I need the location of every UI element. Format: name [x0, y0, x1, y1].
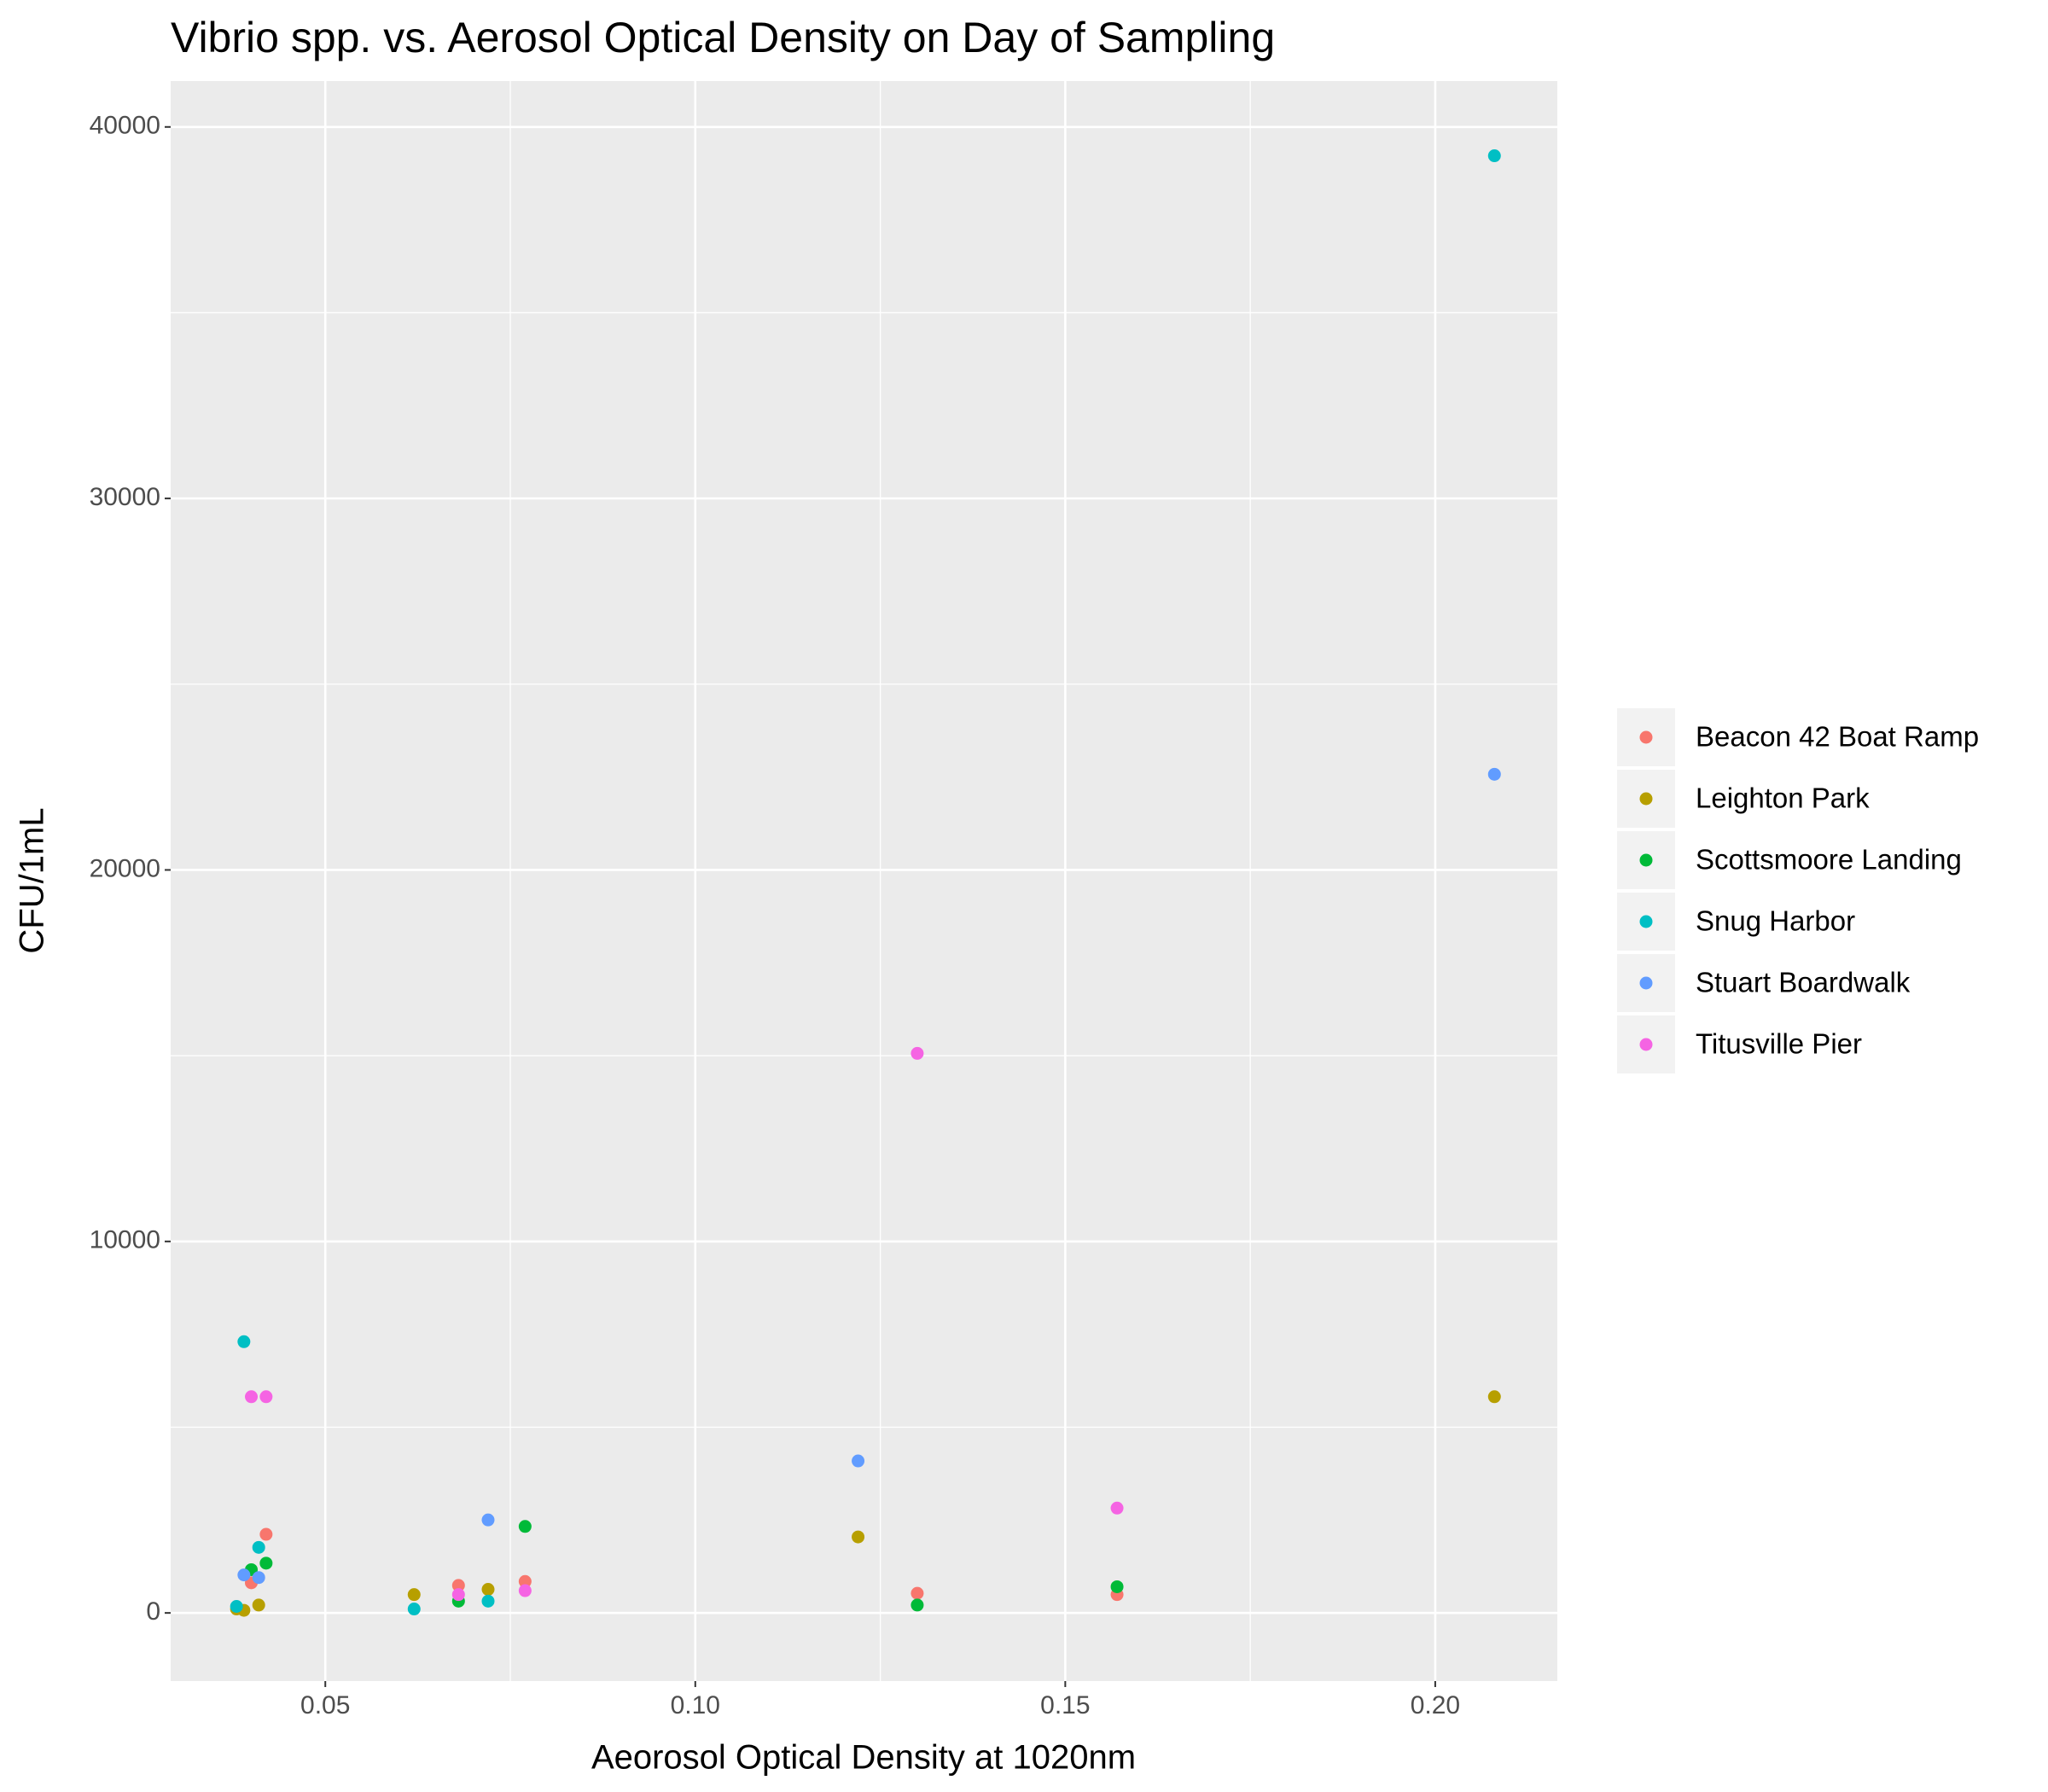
legend-label: Stuart Boardwalk [1696, 967, 1911, 998]
x-tick-label: 0.10 [671, 1691, 720, 1719]
legend-label: Snug Harbor [1696, 905, 1855, 937]
legend-label: Titusville Pier [1696, 1028, 1862, 1060]
y-tick-label: 20000 [90, 854, 160, 882]
y-tick-label: 0 [146, 1597, 160, 1626]
data-point [407, 1588, 421, 1602]
data-point [911, 1586, 924, 1600]
data-point [1110, 1580, 1124, 1593]
y-axis-label: CFU/1mL [14, 807, 51, 953]
data-point [911, 1598, 924, 1612]
x-axis-label: Aeorosol Optical Density at 1020nm [591, 1739, 1136, 1777]
legend-label: Leighton Park [1696, 783, 1870, 814]
legend-marker [1639, 915, 1653, 928]
legend-marker [1639, 1038, 1653, 1051]
data-point [252, 1540, 265, 1554]
y-tick-label: 40000 [90, 112, 160, 140]
data-point [481, 1583, 495, 1597]
x-tick-label: 0.05 [300, 1691, 350, 1719]
legend-label: Beacon 42 Boat Ramp [1696, 721, 1979, 753]
data-point [252, 1598, 265, 1612]
x-tick-label: 0.15 [1040, 1691, 1090, 1719]
data-point [852, 1454, 865, 1468]
data-point [237, 1335, 251, 1348]
chart-title: Vibrio spp. vs. Aerosol Optical Density … [171, 14, 1275, 61]
y-tick-label: 10000 [90, 1226, 160, 1254]
data-point [237, 1568, 251, 1582]
grid [171, 81, 1557, 1681]
data-point [451, 1588, 465, 1602]
plot-panel [171, 81, 1557, 1681]
data-point [518, 1584, 532, 1597]
data-point [230, 1599, 243, 1613]
legend-marker [1639, 730, 1653, 744]
data-point [451, 1579, 465, 1592]
data-point [252, 1571, 265, 1585]
data-point [1487, 149, 1501, 163]
data-point [407, 1603, 421, 1616]
data-point [481, 1594, 495, 1608]
data-point [259, 1556, 273, 1570]
data-point [852, 1530, 865, 1544]
x-tick-label: 0.20 [1411, 1691, 1460, 1719]
y-tick-label: 30000 [90, 483, 160, 511]
data-point [911, 1046, 924, 1060]
data-point [518, 1574, 532, 1588]
data-point [245, 1390, 259, 1404]
legend-marker [1639, 853, 1653, 867]
data-point [259, 1527, 273, 1541]
data-point [1110, 1501, 1124, 1515]
legend-marker [1639, 976, 1653, 990]
data-point [259, 1390, 273, 1404]
data-point [1487, 767, 1501, 781]
legend-label: Scottsmoore Landing [1696, 844, 1962, 876]
data-point [481, 1513, 495, 1527]
data-point [518, 1520, 532, 1533]
data-point [1487, 1390, 1501, 1404]
legend-marker [1639, 792, 1653, 806]
